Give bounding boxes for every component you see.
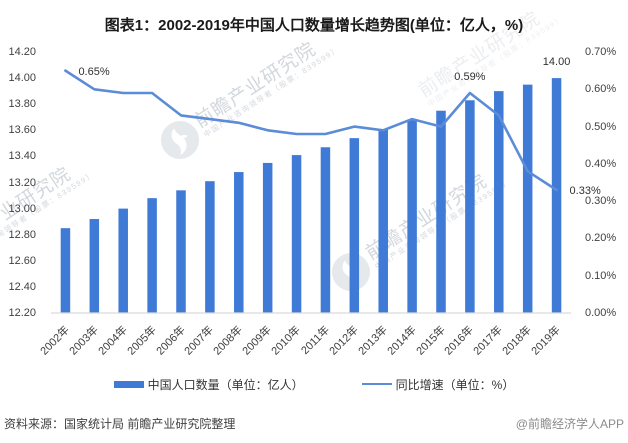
- bar-2008年: [234, 172, 244, 313]
- bar-2002年: [60, 228, 71, 313]
- right-tick-0.30%: 0.30%: [585, 195, 617, 208]
- bar-2005年: [147, 198, 157, 313]
- bar-2014年: [407, 119, 417, 313]
- bar-2012年: [349, 138, 360, 313]
- bar-2010年: [291, 155, 302, 313]
- bar-2013年: [378, 128, 388, 313]
- left-tick-12.40: 12.40: [8, 280, 36, 293]
- right-tick-0.50%: 0.50%: [585, 120, 617, 133]
- legend-label-growth-rate: 同比增速（单位：%）: [395, 377, 515, 392]
- annotation-0.65%: 0.65%: [78, 65, 110, 78]
- line-swatch: [361, 382, 392, 386]
- legend-item-growth-rate: 同比增速（单位：%）: [361, 376, 515, 393]
- left-tick-13.20: 13.20: [8, 176, 36, 189]
- footer-data-source: 资料来源：国家统计局 前瞻产业研究院整理: [4, 417, 236, 431]
- bar-2007年: [205, 181, 215, 313]
- right-tick-0.00%: 0.00%: [585, 307, 617, 319]
- left-tick-12.80: 12.80: [8, 228, 36, 241]
- left-tick-12.20: 12.20: [8, 307, 36, 319]
- bar-2011年: [320, 147, 331, 313]
- left-tick-12.60: 12.60: [8, 254, 36, 267]
- bar-2015年: [436, 110, 446, 313]
- left-tick-13.60: 13.60: [8, 124, 36, 137]
- left-tick-14.20: 14.20: [8, 46, 36, 58]
- bar-2009年: [262, 162, 273, 313]
- annotation-0.59%: 0.59%: [454, 71, 486, 83]
- growth-rate-line: [64, 69, 558, 192]
- bar-2019年: [551, 78, 562, 313]
- left-tick-13.00: 13.00: [8, 202, 36, 215]
- bar-2016年: [465, 100, 475, 313]
- chart-title: 图表1：2002-2019年中国人口数量增长趋势图(单位：亿人，%): [104, 17, 524, 34]
- bar-swatch: [113, 380, 144, 388]
- legend-item-population: 中国人口数量（单位：亿人）: [113, 376, 304, 393]
- right-tick-0.10%: 0.10%: [585, 269, 617, 282]
- right-tick-0.60%: 0.60%: [585, 83, 617, 96]
- bar-2017年: [494, 91, 504, 314]
- legend: 中国人口数量（单位：亿人） 同比增速（单位：%）: [0, 376, 628, 392]
- bar-2004年: [118, 208, 128, 313]
- bar-2003年: [89, 219, 100, 313]
- right-tick-0.20%: 0.20%: [585, 232, 617, 245]
- annotation-14.00: 14.00: [542, 56, 571, 69]
- footer-brand: @前瞻经济学人APP: [515, 417, 624, 431]
- left-tick-14.00: 14.00: [8, 72, 36, 85]
- bar-2006年: [176, 190, 186, 313]
- left-tick-13.40: 13.40: [8, 150, 36, 163]
- left-tick-13.80: 13.80: [8, 98, 36, 111]
- legend-label-population: 中国人口数量（单位：亿人）: [147, 377, 304, 392]
- right-tick-0.40%: 0.40%: [585, 157, 617, 170]
- bar-2018年: [522, 84, 533, 314]
- right-tick-0.70%: 0.70%: [585, 46, 617, 58]
- annotation-0.33%: 0.33%: [569, 184, 601, 197]
